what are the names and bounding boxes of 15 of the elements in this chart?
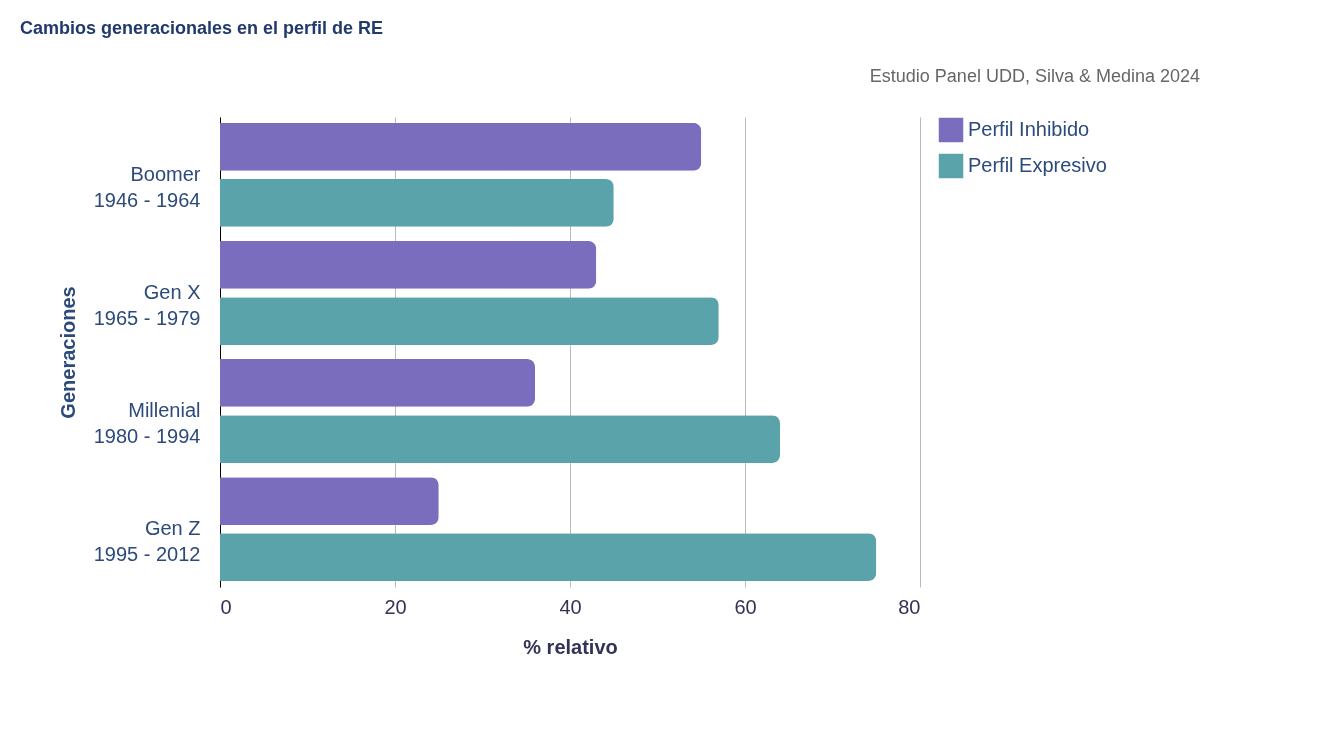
y-tick-label: Millenial 1980 - 1994 [93,399,201,448]
legend-label: Perfil Expresivo [968,154,1107,176]
x-axis-title: % relativo [523,635,618,658]
y-tick-label: Gen X 1965 - 1979 [93,280,201,329]
x-tick-label: 40 [559,595,582,618]
y-tick-label: Boomer 1946 - 1964 [93,162,201,211]
y-tick-label: Gen Z 1995 - 2012 [93,517,201,566]
x-tick-label: 60 [734,595,757,618]
x-tick-label: 0 [220,595,232,618]
chart-title: Cambios generacionales en el perfil de RE [20,18,384,38]
text: Estudio Panel UDD, Silva & Medina 2024 [869,66,1200,86]
legend-label: Perfil Inhibido [968,118,1090,140]
x-tick-label: 20 [384,595,407,618]
y-axis-title: Generaciones [56,286,79,419]
x-tick-label: 80 [898,595,921,618]
